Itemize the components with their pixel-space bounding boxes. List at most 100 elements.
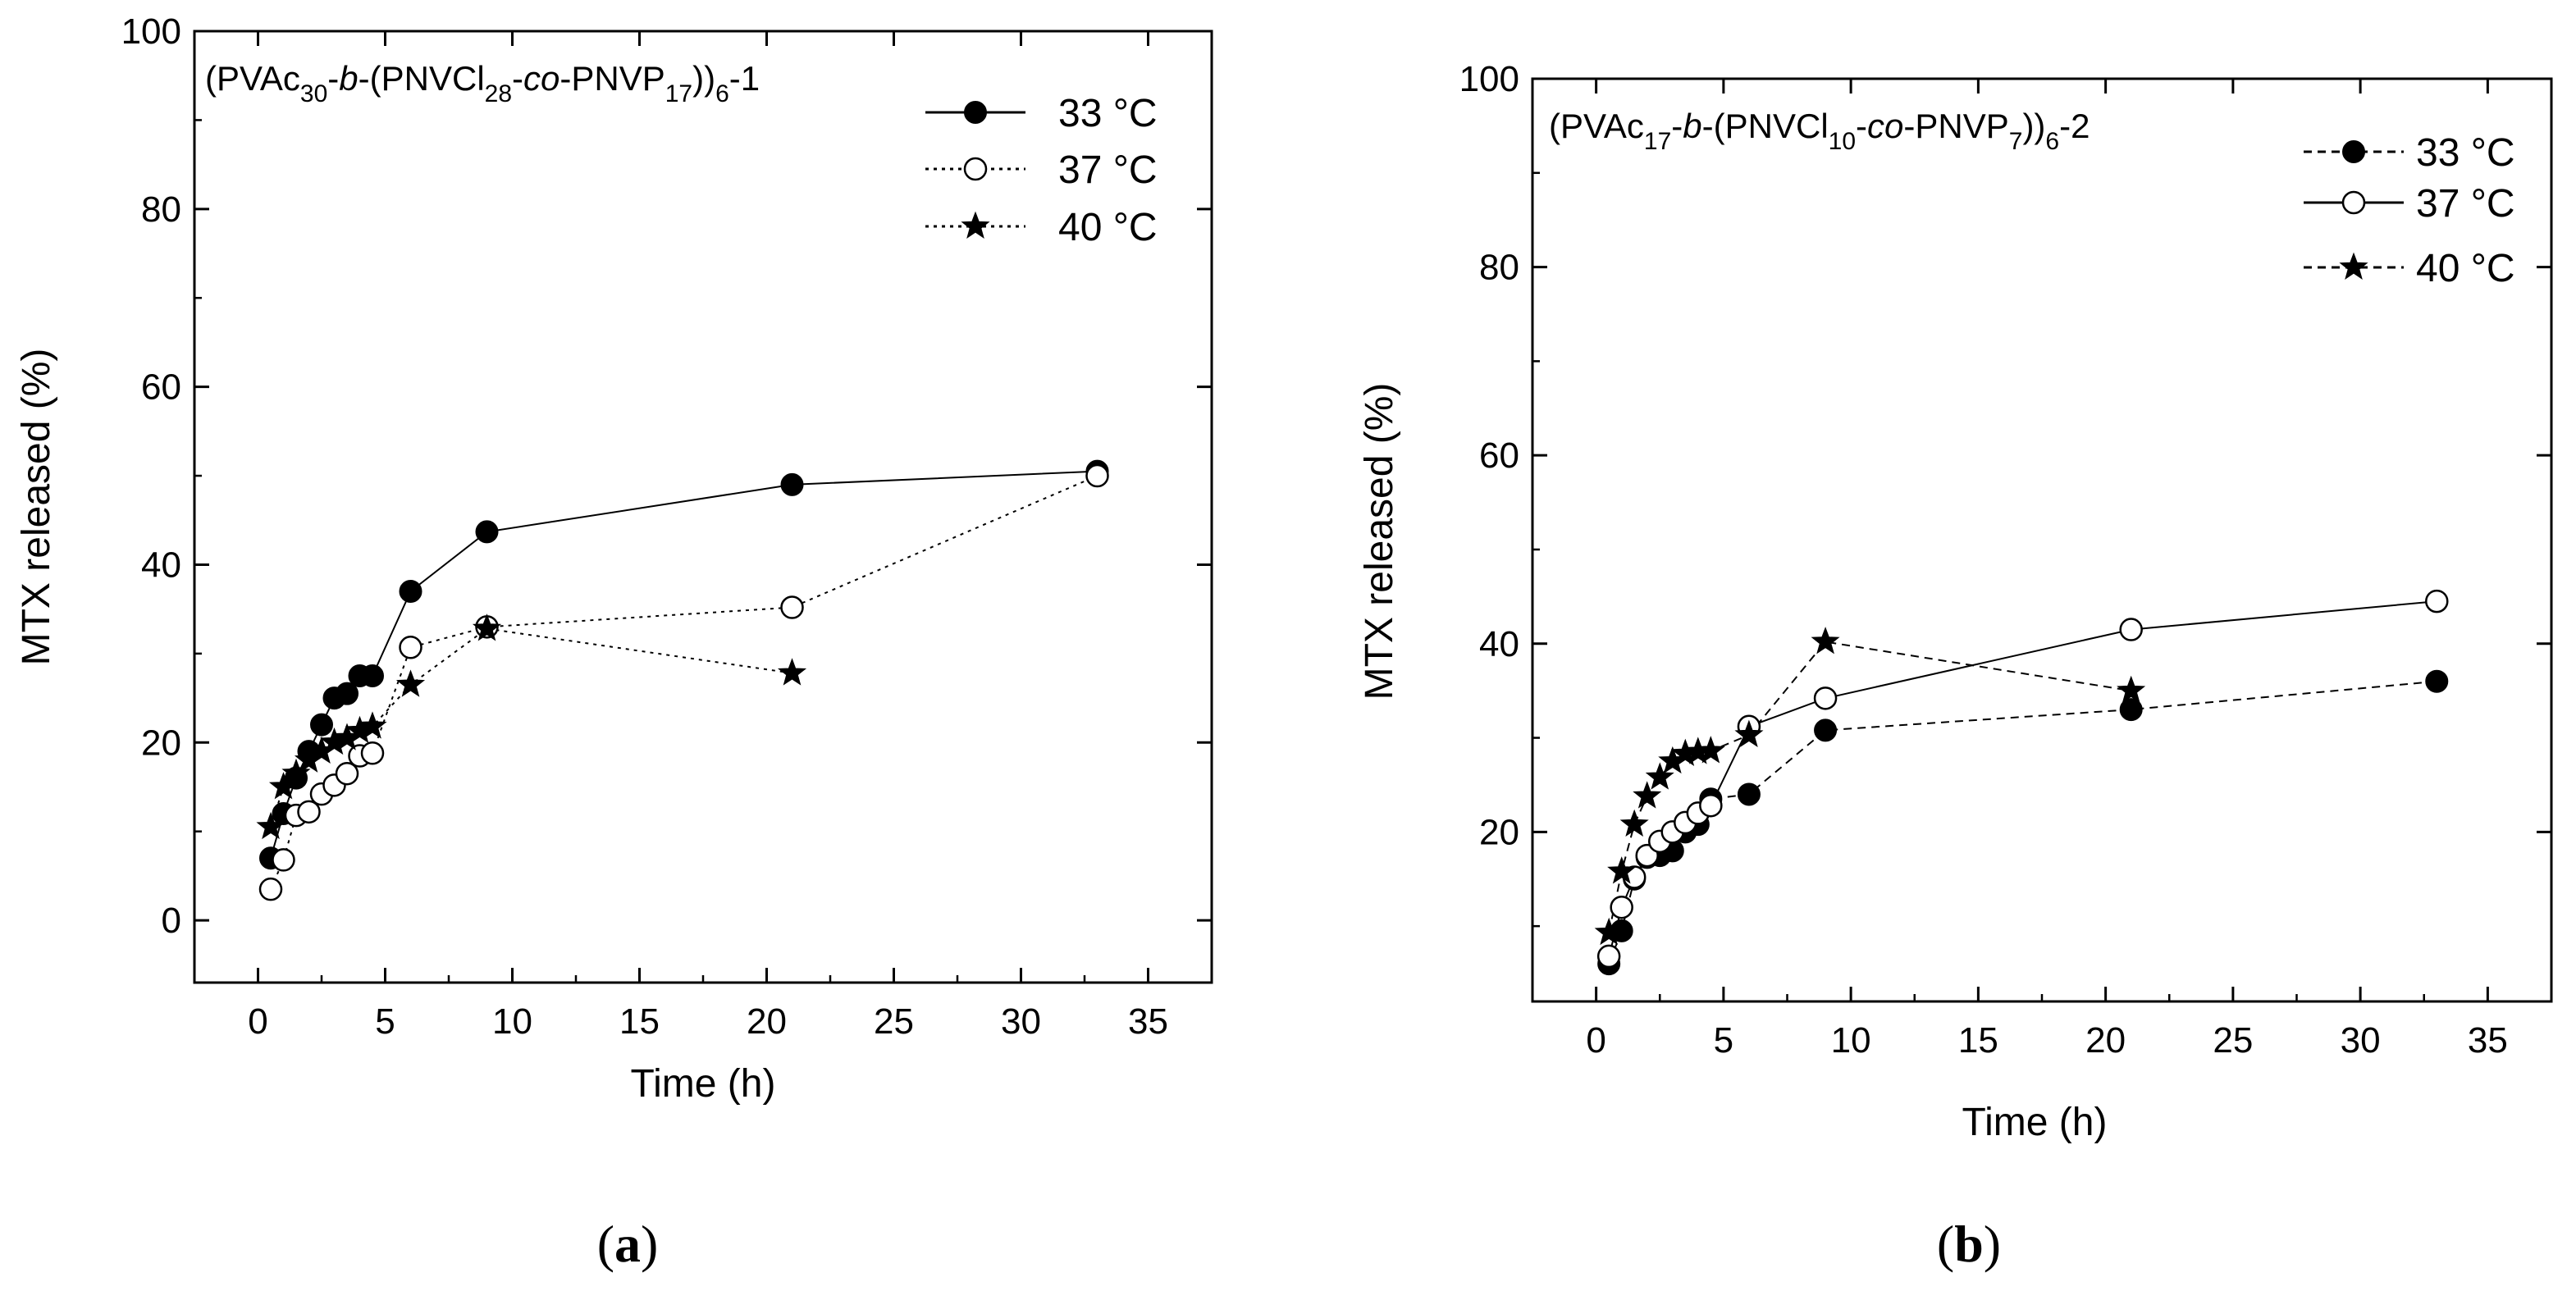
legend-label-b-33: 33 °C	[2416, 131, 2515, 175]
legend-label-a-40: 40 °C	[1058, 206, 1158, 249]
data-point-b-star	[1619, 809, 1649, 837]
series-line-b-star	[1608, 641, 2131, 933]
data-point-a-filled	[475, 520, 499, 544]
data-point-b-open	[1699, 793, 1723, 818]
data-point-b-star	[1696, 736, 1725, 764]
y-axis-label-a: MTX released (%)	[15, 349, 58, 666]
data-point-b-filled	[1737, 782, 1761, 806]
data-point-a-filled	[336, 682, 359, 705]
x-axis-label-a: Time (h)	[631, 1062, 776, 1106]
x-tick-label-a: 5	[375, 1001, 395, 1042]
x-tick-label-b: 25	[2213, 1020, 2253, 1061]
annotation-a: (PVAc30-b-(PNVCl28-co-PNVP17))6-1	[205, 59, 760, 107]
data-point-a-star	[777, 658, 807, 686]
data-point-a-open	[360, 741, 385, 765]
data-point-a-star	[256, 811, 285, 840]
legend-marker-a-open	[963, 157, 988, 181]
data-point-a-filled	[780, 472, 804, 496]
data-point-a-star	[395, 669, 426, 697]
legend-label-b-40: 40 °C	[2416, 247, 2515, 290]
annotation-b: (PVAc17-b-(PNVCl10-co-PNVP7))6-2	[1549, 107, 2090, 155]
y-axis-ticks-b: 20 40 60 80 100	[1459, 59, 2551, 928]
series-layer-b	[1594, 589, 2449, 976]
y-tick-label-a: 0	[162, 901, 181, 941]
data-point-b-star	[1734, 719, 1764, 748]
data-point-b-open	[1813, 686, 1838, 710]
data-point-a-star	[268, 772, 299, 800]
series-layer-a	[256, 459, 1109, 901]
legend-label-b-37: 37 °C	[2416, 182, 2515, 226]
y-axis-label-b: MTX released (%)	[1358, 383, 1401, 700]
data-point-b-star	[2117, 675, 2146, 704]
x-axis-label-b: Time (h)	[1962, 1101, 2108, 1144]
legend-marker-b-filled	[2342, 140, 2365, 163]
y-tick-label-a: 100	[121, 11, 181, 52]
data-point-a-open	[335, 761, 359, 786]
data-point-b-star	[1594, 917, 1624, 946]
x-tick-label-b: 10	[1831, 1020, 1871, 1061]
legend-label-a-37: 37 °C	[1058, 148, 1158, 192]
x-tick-label-a: 15	[619, 1001, 660, 1042]
data-point-b-filled	[2119, 698, 2143, 722]
data-point-b-open	[2119, 618, 2143, 641]
data-point-a-open	[297, 800, 321, 824]
data-point-b-filled	[1814, 718, 1838, 742]
x-tick-label-a: 35	[1128, 1001, 1168, 1042]
y-axis-ticks-a: 0 20 40 60 80 100	[121, 11, 1212, 941]
chart-panel-b: 0 5 10 15 20 25 30 35 20 40 60 80 100 (PVAc17-b-(PN…	[1358, 59, 2553, 1273]
data-point-a-open	[780, 595, 804, 619]
x-tick-label-b: 30	[2341, 1020, 2381, 1061]
data-point-a-star	[358, 711, 387, 739]
x-tick-label-a: 25	[874, 1001, 914, 1042]
legend-a: 33 °C 37 °C 40 °C	[925, 92, 1158, 249]
chart-panel-a: 0 5 10 15 20 25 30 35 0 20 40 60 80 100 (PVAc30-b-(P…	[15, 11, 1213, 1273]
x-tick-label-a: 30	[1001, 1001, 1041, 1042]
data-point-b-star	[1811, 627, 1840, 655]
y-tick-label-a: 60	[141, 367, 181, 408]
x-tick-label-b: 5	[1714, 1020, 1733, 1061]
series-line-a-filled	[270, 470, 1098, 859]
x-tick-label-b: 0	[1586, 1020, 1605, 1061]
data-point-b-open	[1610, 895, 1633, 919]
data-point-a-filled	[399, 579, 422, 603]
y-tick-label-a: 20	[141, 723, 181, 763]
y-tick-label-a: 80	[141, 189, 181, 230]
data-point-b-open	[2425, 589, 2449, 614]
data-point-b-star	[1633, 781, 1662, 809]
data-point-b-filled	[2425, 669, 2449, 693]
y-tick-label-b: 40	[1479, 624, 1519, 664]
x-axis-ticks-a: 0 5 10 15 20 25 30 35	[248, 31, 1168, 1042]
series-line-a-open	[270, 475, 1098, 890]
legend-label-a-33: 33 °C	[1058, 92, 1158, 135]
data-point-a-open	[1085, 463, 1109, 488]
x-tick-label-a: 20	[747, 1001, 787, 1042]
y-tick-label-b: 60	[1479, 436, 1519, 476]
data-point-b-star	[1607, 856, 1637, 884]
plot-frame-b	[1531, 77, 2553, 1003]
x-axis-ticks-b: 0 5 10 15 20 25 30 35	[1586, 79, 2508, 1061]
data-point-a-star	[472, 614, 502, 641]
series-line-b-open	[1608, 600, 2437, 957]
data-point-a-open	[399, 636, 422, 659]
data-point-a-star	[281, 758, 311, 787]
x-tick-label-b: 15	[1958, 1020, 1998, 1061]
x-tick-label-a: 10	[492, 1001, 532, 1042]
y-tick-label-b: 100	[1459, 59, 1519, 99]
y-tick-label-b: 20	[1479, 812, 1519, 852]
data-point-a-filled	[310, 713, 333, 737]
legend-marker-a-filled	[964, 101, 987, 124]
x-tick-label-a: 0	[248, 1001, 267, 1042]
data-point-a-open	[258, 877, 283, 901]
data-point-b-open	[1596, 944, 1621, 969]
y-tick-label-a: 40	[141, 545, 181, 585]
data-point-a-open	[272, 848, 295, 872]
x-tick-label-b: 35	[2468, 1020, 2508, 1061]
x-tick-label-b: 20	[2085, 1020, 2126, 1061]
series-line-b-filled	[1608, 680, 2437, 965]
panel-label-b: (b)	[1937, 1215, 2001, 1273]
data-point-a-filled	[361, 664, 384, 687]
legend-marker-b-star	[2339, 252, 2368, 280]
legend-marker-a-star	[961, 211, 990, 239]
legend-marker-b-open	[2341, 190, 2366, 215]
